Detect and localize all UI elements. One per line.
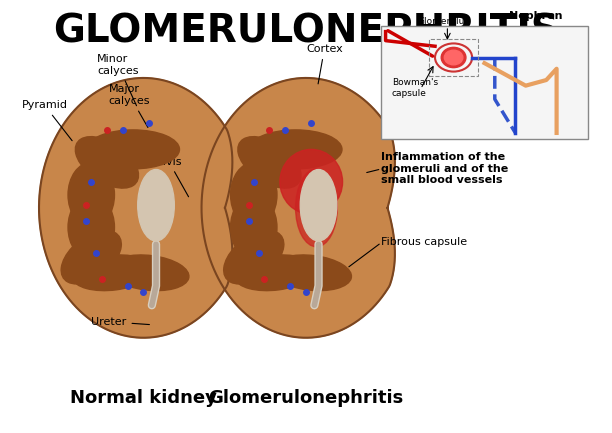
Polygon shape: [201, 78, 395, 338]
Ellipse shape: [280, 149, 343, 214]
Text: Pyramid: Pyramid: [21, 100, 72, 141]
Ellipse shape: [68, 162, 114, 227]
Ellipse shape: [223, 230, 284, 284]
Ellipse shape: [61, 230, 121, 284]
Ellipse shape: [72, 255, 152, 291]
Ellipse shape: [138, 169, 174, 241]
Ellipse shape: [234, 255, 315, 291]
Text: GLOMERULONEPHRITIS: GLOMERULONEPHRITIS: [53, 13, 559, 51]
Ellipse shape: [231, 195, 277, 260]
Text: Nephron: Nephron: [509, 12, 563, 22]
Ellipse shape: [441, 47, 466, 68]
Ellipse shape: [238, 137, 301, 188]
FancyBboxPatch shape: [381, 26, 588, 139]
Ellipse shape: [87, 130, 179, 169]
Text: Normal kidney: Normal kidney: [70, 389, 217, 407]
Ellipse shape: [296, 169, 337, 247]
Text: Fibrous capsule: Fibrous capsule: [381, 237, 468, 248]
Ellipse shape: [300, 169, 337, 241]
Text: Major
calyces: Major calyces: [109, 84, 150, 127]
Text: Glomerulus: Glomerulus: [417, 17, 469, 26]
Text: Inflammation of the
glomeruli and of the
small blood vessels: Inflammation of the glomeruli and of the…: [381, 152, 509, 185]
Ellipse shape: [108, 255, 189, 291]
Text: Cortex: Cortex: [306, 44, 343, 84]
Ellipse shape: [444, 50, 463, 65]
Ellipse shape: [68, 195, 114, 260]
Text: Glomerulonephritis: Glomerulonephritis: [208, 389, 404, 407]
Text: Bowman's
capsule: Bowman's capsule: [392, 78, 438, 98]
Text: Minor
calyces: Minor calyces: [97, 54, 138, 106]
Text: Ureter: Ureter: [91, 317, 149, 327]
Ellipse shape: [249, 130, 342, 169]
Text: Renal
pelvis: Renal pelvis: [149, 145, 188, 197]
Ellipse shape: [271, 255, 351, 291]
Polygon shape: [39, 78, 233, 338]
Ellipse shape: [75, 137, 138, 188]
Ellipse shape: [231, 162, 277, 227]
